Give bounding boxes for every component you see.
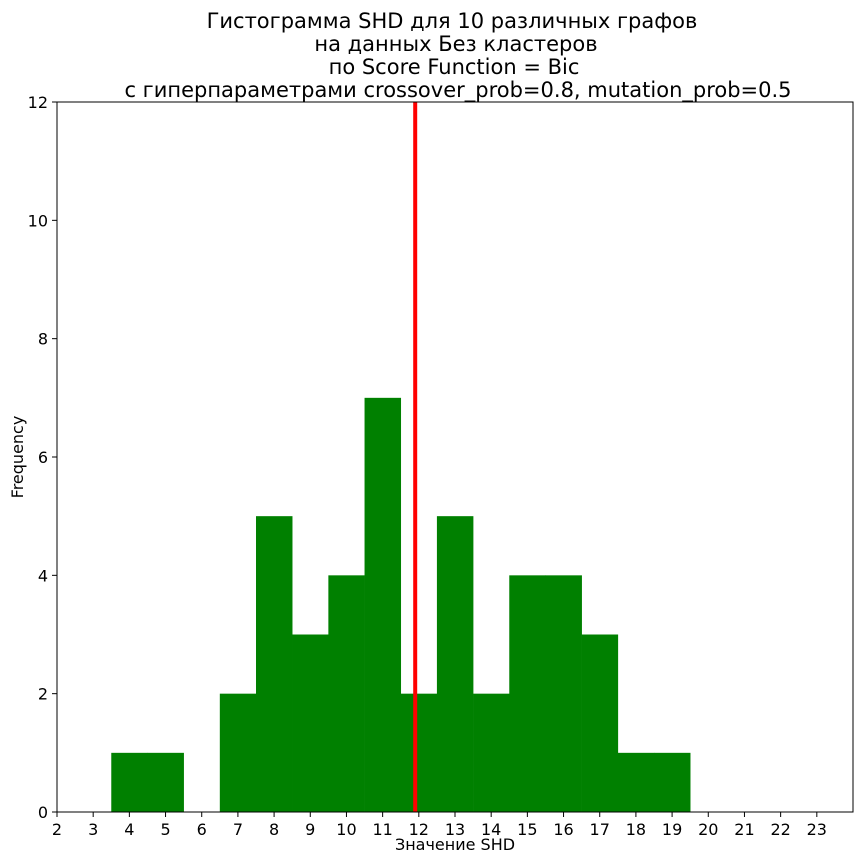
histogram-bar-4 [111, 752, 148, 812]
y-tick-label-2: 2 [38, 685, 48, 704]
x-tick-label-8: 8 [269, 820, 279, 839]
x-tick-label-17: 17 [590, 820, 610, 839]
x-tick-label-13: 13 [445, 820, 465, 839]
x-tick-label-6: 6 [197, 820, 207, 839]
title-line-4: с гиперпараметрами crossover_prob=0.8, m… [124, 78, 791, 103]
histogram-bar-17 [581, 634, 619, 812]
x-axis-ticks: 2 3 4 5 6 7 8 9 10 11 12 13 14 15 16 17 18 19 20 21 22 23 [52, 812, 827, 839]
x-tick-label-3: 3 [88, 820, 98, 839]
y-tick-label-0: 0 [38, 803, 48, 822]
histogram-bar-8 [256, 516, 293, 812]
histogram-bar-13 [436, 516, 474, 812]
x-tick-label-9: 9 [305, 820, 315, 839]
y-tick-label-4: 4 [38, 566, 48, 585]
x-tick-label-12: 12 [409, 820, 429, 839]
y-tick-label-6: 6 [38, 448, 48, 467]
x-tick-label-20: 20 [698, 820, 718, 839]
x-tick-label-10: 10 [336, 820, 356, 839]
histogram-bar-14 [473, 693, 510, 812]
x-tick-label-19: 19 [662, 820, 682, 839]
histogram-bar-18 [617, 752, 655, 812]
histogram-bar-11 [364, 397, 402, 812]
y-tick-label-10: 10 [28, 211, 48, 230]
x-tick-label-4: 4 [124, 820, 134, 839]
x-tick-label-14: 14 [481, 820, 501, 839]
title-line-3: по Score Function = Bic [329, 55, 580, 79]
x-tick-label-2: 2 [52, 820, 62, 839]
histogram-bar-16 [545, 575, 582, 812]
x-tick-label-11: 11 [372, 820, 392, 839]
title-line-1: Гистограмма SHD для 10 различных графов [207, 9, 698, 33]
x-tick-label-22: 22 [770, 820, 790, 839]
chart-title: Гистограмма SHD для 10 различных графов … [124, 9, 791, 103]
x-tick-label-16: 16 [553, 820, 573, 839]
x-tick-label-23: 23 [807, 820, 827, 839]
histogram-bar-12 [400, 693, 438, 812]
y-axis-ticks: 0 2 4 6 8 10 12 [28, 93, 57, 822]
title-line-2: на данных Без кластеров [314, 32, 597, 56]
y-tick-label-12: 12 [28, 93, 48, 112]
x-tick-label-5: 5 [160, 820, 170, 839]
y-axis-label: Frequency [8, 416, 27, 499]
histogram-bar-9 [292, 634, 329, 812]
histogram-bar-10 [328, 575, 365, 812]
histogram-bar-19 [654, 752, 691, 812]
histogram-bar-15 [509, 575, 546, 812]
x-tick-label-7: 7 [233, 820, 243, 839]
x-tick-label-18: 18 [626, 820, 646, 839]
histogram-bar-7 [219, 693, 257, 812]
x-axis-label: Значение SHD [395, 835, 515, 854]
x-tick-label-21: 21 [734, 820, 754, 839]
histogram-bars [111, 397, 691, 812]
y-tick-label-8: 8 [38, 330, 48, 349]
histogram-bar-5 [147, 752, 184, 812]
x-tick-label-15: 15 [517, 820, 537, 839]
